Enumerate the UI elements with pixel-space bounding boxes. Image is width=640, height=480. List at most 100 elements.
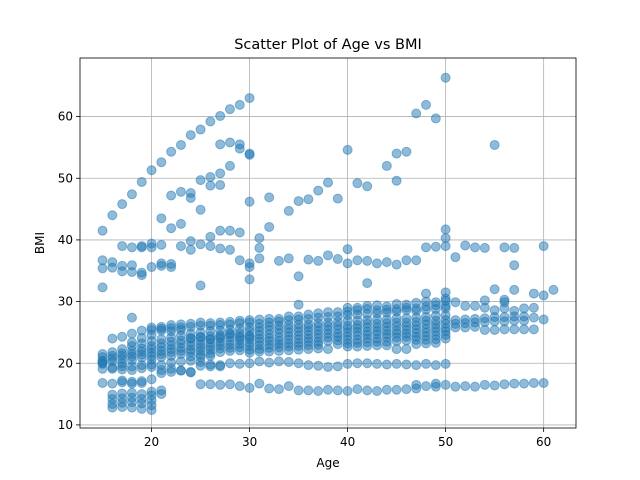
data-point — [313, 343, 324, 354]
data-point — [224, 104, 235, 115]
data-point — [195, 204, 206, 215]
data-point — [303, 194, 314, 205]
data-point — [391, 358, 402, 369]
data-point — [166, 146, 177, 157]
data-point — [421, 358, 432, 369]
data-point — [156, 389, 167, 400]
data-point — [499, 379, 510, 390]
data-point — [126, 402, 137, 413]
data-point — [352, 255, 363, 266]
data-point — [126, 312, 137, 323]
data-point — [244, 262, 255, 273]
data-point — [146, 165, 157, 176]
x-axis-ticks: 20 30 40 50 60 — [144, 428, 551, 449]
data-point — [450, 297, 461, 308]
data-point — [519, 378, 530, 389]
data-point — [215, 379, 226, 390]
data-point — [470, 321, 481, 332]
data-point — [342, 258, 353, 269]
plot-frame — [79, 57, 577, 429]
data-point — [146, 242, 157, 253]
data-point — [401, 335, 412, 346]
data-point — [381, 257, 392, 268]
data-point — [509, 260, 520, 271]
data-point — [391, 384, 402, 395]
data-point — [264, 346, 275, 357]
data-point — [332, 339, 343, 350]
data-point — [293, 299, 304, 310]
data-point — [509, 324, 520, 335]
data-point — [283, 345, 294, 356]
data-point — [509, 284, 520, 295]
data-point — [224, 137, 235, 148]
data-point — [215, 168, 226, 179]
data-point — [244, 93, 255, 104]
data-point — [283, 381, 294, 392]
data-point — [107, 378, 118, 389]
data-point — [509, 378, 520, 389]
data-point — [146, 262, 157, 273]
data-point — [215, 139, 226, 150]
data-point — [342, 144, 353, 155]
data-point — [254, 233, 265, 244]
data-point — [126, 378, 137, 389]
data-point — [254, 242, 265, 253]
data-point — [224, 345, 235, 356]
data-point — [156, 260, 167, 271]
data-point — [244, 347, 255, 358]
data-point — [450, 381, 461, 392]
data-point — [293, 385, 304, 396]
data-point — [244, 382, 255, 393]
data-point — [185, 130, 196, 141]
data-point — [401, 255, 412, 266]
data-point — [146, 361, 157, 372]
data-point — [411, 108, 422, 119]
data-point — [264, 192, 275, 203]
data-point — [224, 379, 235, 390]
data-point — [411, 339, 422, 350]
data-point — [136, 242, 147, 253]
x-tick-label: 50 — [438, 435, 453, 449]
data-point — [117, 375, 128, 386]
data-point — [126, 242, 137, 253]
data-point — [117, 266, 128, 277]
data-point — [175, 356, 186, 367]
data-point — [156, 157, 167, 168]
data-point — [224, 244, 235, 255]
y-tick-label: 20 — [58, 356, 73, 370]
data-point — [234, 381, 245, 392]
data-point — [303, 385, 314, 396]
data-point — [224, 358, 235, 369]
data-point — [519, 324, 530, 335]
data-point — [224, 225, 235, 236]
data-point — [273, 255, 284, 266]
data-point — [381, 160, 392, 171]
data-point — [489, 139, 500, 150]
data-point — [391, 148, 402, 159]
data-point — [313, 360, 324, 371]
data-point — [215, 331, 226, 342]
data-point — [362, 255, 373, 266]
y-axis-label: BMI — [33, 232, 47, 254]
data-point — [362, 358, 373, 369]
data-point — [97, 225, 108, 236]
data-point — [117, 241, 128, 252]
data-point — [391, 259, 402, 270]
data-point — [254, 253, 265, 264]
data-point — [323, 344, 333, 355]
data-point — [166, 223, 177, 234]
data-point — [538, 290, 549, 301]
data-point — [332, 193, 343, 204]
data-point — [185, 351, 196, 362]
data-point — [264, 357, 275, 368]
data-point — [166, 190, 177, 201]
data-point — [479, 324, 490, 335]
data-point — [372, 386, 383, 396]
data-point — [381, 359, 392, 370]
data-point — [234, 99, 245, 110]
data-point — [185, 192, 196, 203]
data-point — [117, 402, 128, 413]
data-point — [146, 405, 157, 416]
data-point — [146, 329, 157, 340]
data-point — [156, 239, 167, 250]
